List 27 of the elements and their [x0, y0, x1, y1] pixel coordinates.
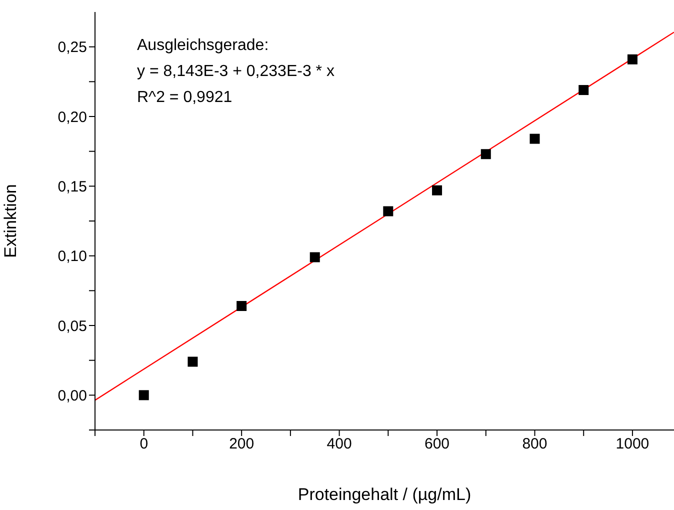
point	[530, 134, 540, 144]
point	[627, 54, 638, 64]
x-tick-label: 200	[229, 436, 254, 453]
x-tick-label: 1000	[616, 436, 650, 453]
point	[138, 390, 149, 400]
annotation: Ausgleichsgerade:	[137, 36, 270, 56]
point	[432, 185, 442, 196]
x-axis-title: Proteingehalt / (µg/mL)	[298, 485, 472, 504]
annotation: y = 8,143E-3 + 0,233E-3 * x	[137, 62, 334, 82]
point	[578, 85, 589, 96]
x-tick-label: 0	[140, 436, 148, 453]
y-axis-title: Extinktion	[1, 184, 20, 258]
y-tick-label: 0,10	[58, 248, 87, 266]
point	[188, 356, 198, 367]
point	[310, 252, 320, 262]
y-tick-label: 0,20	[58, 108, 87, 126]
x-tick-label: 800	[522, 436, 548, 453]
point	[236, 300, 247, 311]
y-tick-label: 0,25	[58, 39, 87, 56]
x-tick-label: 400	[326, 436, 352, 453]
point	[480, 149, 491, 160]
x-tick-label: 600	[424, 436, 450, 453]
y-tick-label: 0,15	[58, 178, 87, 196]
point	[383, 206, 394, 216]
y-tick-label: 0,05	[58, 318, 87, 335]
annotation: R^2 = 0,9921	[137, 88, 234, 108]
y-tick-label: 0,00	[58, 387, 87, 404]
